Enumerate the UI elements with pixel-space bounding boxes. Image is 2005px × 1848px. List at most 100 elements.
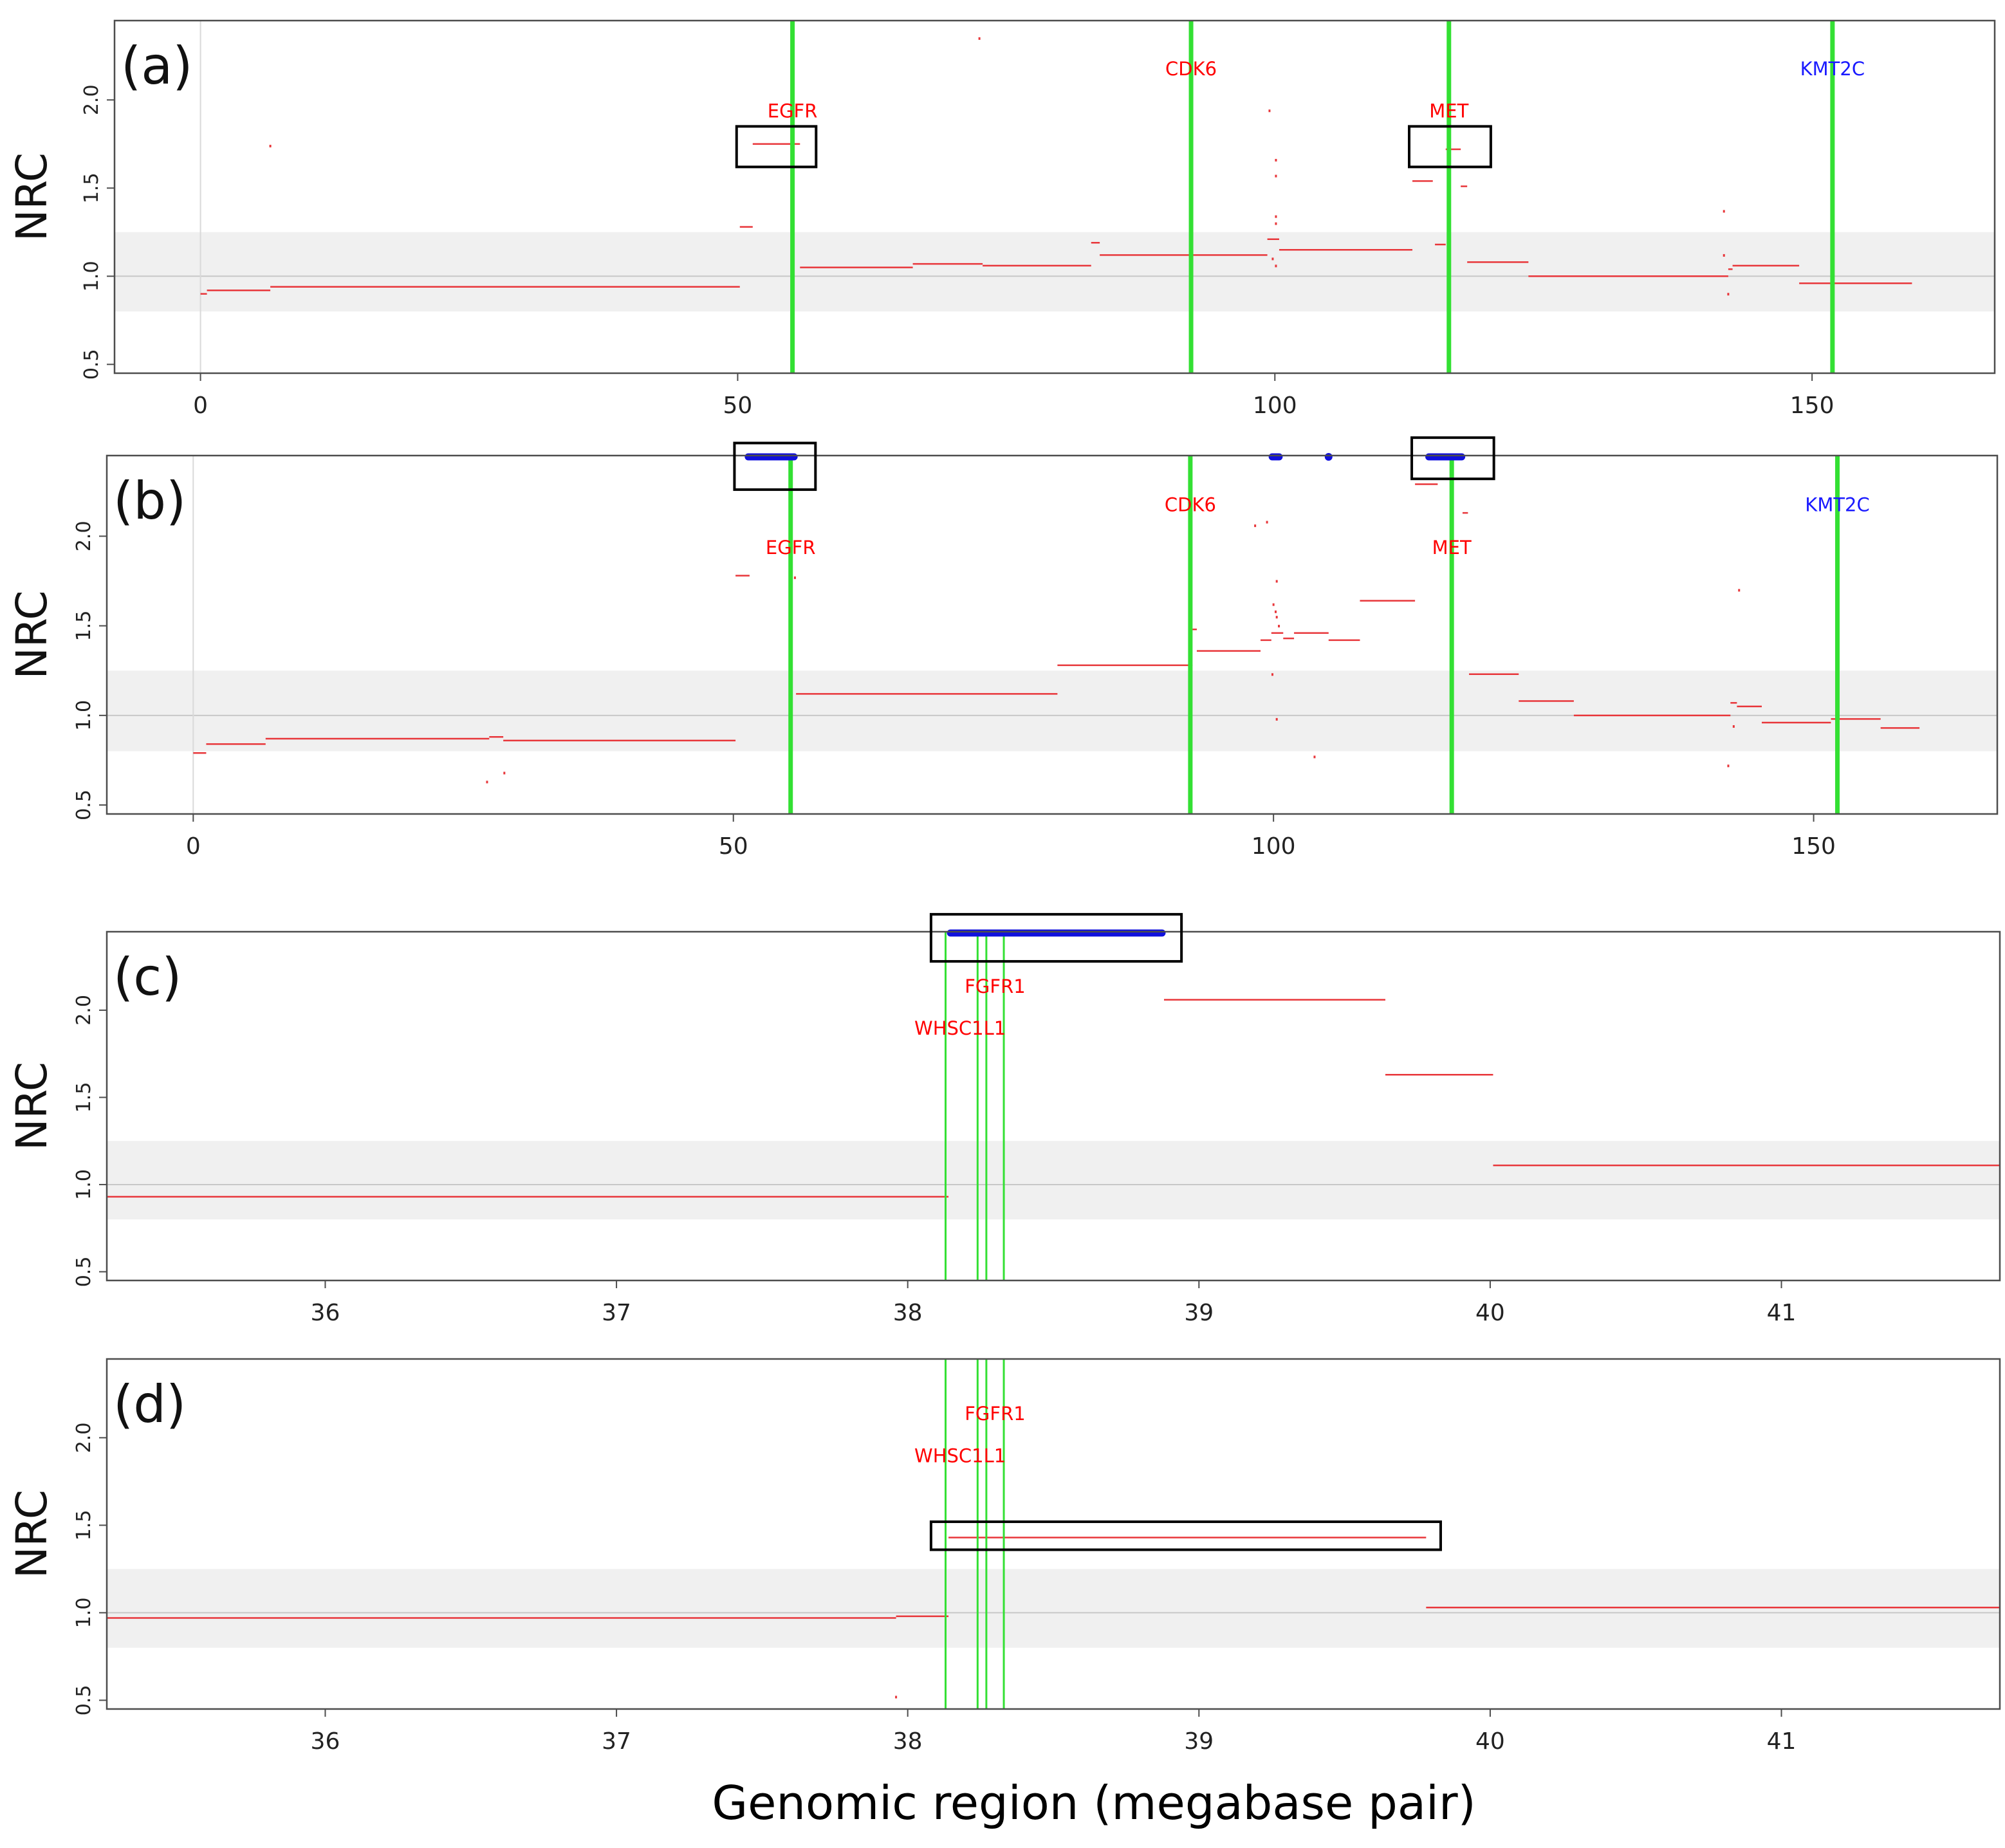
data-point [1732, 725, 1735, 728]
data-point [1275, 580, 1278, 583]
y-tick-label: 2.0 [73, 521, 95, 551]
data-point [1727, 293, 1730, 296]
panel-label: (a) [121, 36, 192, 96]
data-point [1275, 264, 1277, 268]
data-point [1278, 625, 1280, 628]
data-point [1723, 210, 1725, 213]
normal-range-band [107, 670, 1997, 752]
y-axis-title: NRC [7, 1062, 57, 1150]
data-point [895, 1696, 898, 1699]
data-point [503, 772, 506, 775]
data-point [1271, 673, 1273, 676]
y-tick-label: 0.5 [73, 790, 95, 820]
data-point [1275, 158, 1277, 162]
y-tick-label: 0.5 [73, 1257, 95, 1288]
gene-label-fgfr1: FGFR1 [965, 975, 1025, 997]
gene-label-whsc1l1: WHSC1L1 [914, 1017, 1006, 1039]
plot-frame [106, 454, 1999, 815]
y-tick-label: 2.0 [73, 1423, 95, 1454]
x-tick-label: 0 [193, 393, 208, 419]
data-point [793, 576, 796, 579]
data-point [1723, 254, 1725, 257]
data-point [486, 781, 488, 784]
plot-area [107, 1537, 2000, 1648]
highlight-box [1410, 436, 1495, 481]
data-point [1313, 755, 1316, 759]
x-tick-label: 40 [1475, 1728, 1505, 1755]
panel-d: FGFR1 WHSC1L1 0.5 1.0 1.5 2.0 36 37 38 39 40 41 NRC (… [7, 1358, 2001, 1755]
y-tick-label: 1.5 [73, 611, 95, 642]
normal-range-band [107, 1141, 2000, 1220]
data-point [1275, 610, 1277, 613]
data-point [1275, 215, 1277, 218]
x-tick-label: 50 [719, 833, 748, 860]
panel-label: (b) [113, 471, 186, 531]
amplification-marker [1324, 453, 1333, 461]
gene-label-cdk6: CDK6 [1165, 494, 1216, 515]
gene-label-kmt2c: KMT2C [1805, 494, 1869, 515]
data-point [1275, 174, 1277, 178]
data-point [1727, 764, 1730, 768]
data-point [1275, 222, 1277, 225]
highlight-box [929, 912, 1183, 963]
gene-label-egfr: EGFR [768, 100, 818, 122]
y-axis-title: NRC [7, 152, 57, 241]
data-point [269, 145, 272, 148]
plot-area [107, 999, 2000, 1220]
x-tick-label: 41 [1767, 1728, 1797, 1755]
y-tick-label: 2.0 [73, 995, 95, 1026]
gene-label-kmt2c: KMT2C [1800, 58, 1865, 80]
highlight-box [733, 441, 817, 491]
highlight-box [929, 1520, 1442, 1551]
x-tick-label: 37 [602, 1728, 631, 1755]
gene-label-met: MET [1429, 100, 1468, 122]
panel-c: FGFR1 WHSC1L1 0.5 1.0 1.5 2.0 36 37 38 39 40 41 NRC (… [7, 912, 2001, 1326]
y-axis-title: NRC [7, 590, 57, 679]
plot-area [115, 21, 1995, 373]
normal-range-band [107, 1569, 2000, 1648]
x-tick-label: 0 [186, 833, 201, 860]
gene-label-whsc1l1: WHSC1L1 [914, 1445, 1006, 1466]
x-tick-label: 40 [1475, 1300, 1505, 1326]
data-point [1254, 524, 1257, 528]
normal-range-band [115, 232, 1995, 312]
gene-label-met: MET [1432, 537, 1472, 559]
x-tick-label: 36 [311, 1728, 340, 1755]
plot-frame [113, 19, 1996, 374]
panel-a: EGFR CDK6 MET KMT2C 0.5 1.0 1.5 2.0 0 50 100 150 NRC… [7, 19, 1996, 419]
y-tick-label: 2.0 [80, 84, 103, 115]
y-tick-label: 1.5 [73, 1510, 95, 1541]
y-tick-label: 1.5 [73, 1082, 95, 1113]
data-point [1266, 521, 1268, 524]
data-point [1275, 717, 1278, 721]
y-tick-label: 0.5 [73, 1685, 95, 1716]
x-tick-label: 100 [1252, 833, 1296, 860]
panel-label: (c) [113, 947, 181, 1007]
x-axis-title: Genomic region (megabase pair) [712, 1776, 1476, 1830]
highlight-box [1408, 125, 1492, 169]
y-tick-label: 1.0 [73, 1598, 95, 1629]
data-point [1272, 603, 1275, 606]
data-point [1738, 589, 1741, 592]
x-tick-label: 150 [1791, 833, 1836, 860]
y-axis-title: NRC [7, 1490, 57, 1578]
y-tick-label: 0.5 [80, 349, 103, 380]
x-tick-label: 39 [1184, 1300, 1214, 1326]
x-tick-label: 50 [723, 393, 753, 419]
y-tick-label: 1.0 [73, 1169, 95, 1200]
panel-label: (d) [113, 1374, 186, 1434]
plot-frame [106, 1358, 2001, 1710]
plot-area [107, 456, 1997, 814]
gene-label-cdk6: CDK6 [1165, 58, 1217, 80]
highlight-box [735, 125, 818, 169]
panel-b: EGFR CDK6 MET KMT2C 0.5 1.0 1.5 2.0 0 50 100 150 NRC… [7, 436, 1999, 860]
y-tick-label: 1.5 [80, 172, 103, 203]
x-tick-label: 39 [1184, 1728, 1214, 1755]
plot-frame [106, 930, 2001, 1282]
data-point [978, 37, 981, 40]
data-point [1268, 109, 1271, 113]
data-point [1275, 616, 1278, 619]
x-tick-label: 36 [311, 1300, 340, 1326]
x-tick-label: 41 [1767, 1300, 1797, 1326]
